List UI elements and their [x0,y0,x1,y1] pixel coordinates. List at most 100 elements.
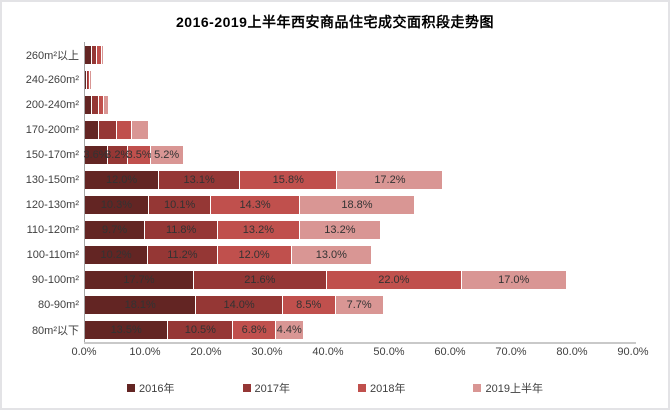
bar-track: 10.2% 11.2% 12.0% 13.0% [84,242,668,267]
bar-value-label: 5.2% [154,148,180,161]
legend: 2016年 2017年 2018年 2019上半年 [2,380,668,396]
bar-segment [85,70,86,89]
bar-segment [90,70,92,89]
chart-row: 260m²以上 [2,42,668,67]
chart-row: 150-170m² 3.6% 3.2% 3.5% 5.2% [2,142,668,167]
bar-value-label: 13.1% [183,173,215,186]
bar-track: 18.1% 14.0% 8.5% 7.7% [84,292,668,317]
bar-segment [96,45,102,64]
bar-value-label: 17.0% [498,273,530,286]
bar-value-label: 13.5% [110,323,142,336]
bar-value-label: 12.0% [238,248,270,261]
category-label: 200-240m² [25,98,79,111]
bar-track: 3.6% 3.2% 3.5% 5.2% [83,142,668,167]
bar-value-label: 11.8% [165,223,197,236]
bar-segment: 13.2% [218,220,299,239]
bar-value-label: 3.2% [105,148,131,161]
bar-segment: 15.8% [240,170,337,189]
bar-value-label: 17.2% [374,173,406,186]
x-axis-line [84,342,636,344]
bar-segment: 10.3% [85,195,148,214]
chart-row: 240-260m² [2,67,668,92]
bar-value-label: 12.0% [105,173,138,186]
category-label: 80-90m² [38,298,79,311]
bar-segment: 12.0% [85,170,159,189]
bar-segment: 21.6% [193,270,326,289]
bar-segment [85,120,99,139]
bar-segment: 13.0% [291,245,372,264]
bar-segment: 17.7% [85,270,193,289]
bar-value-label: 11.2% [167,248,198,261]
bar-value-label: 18.8% [341,198,373,211]
category-label: 80m²以下 [31,324,79,337]
bar-value-label: 8.5% [296,298,322,311]
bar-track [84,67,668,92]
legend-swatch [473,384,482,392]
bar-value-label: 9.7% [102,223,128,236]
bar-value-label: 7.7% [346,298,372,311]
bar-value-label: 3.6% [83,148,109,161]
bar-segment [131,120,148,139]
category-label: 100-110m² [26,248,79,261]
bar-segment [99,120,117,139]
x-tick-label: 0.0% [71,346,97,358]
x-tick-label: 70.0% [495,346,527,358]
bar-segment: 17.0% [461,270,566,289]
bar-segment: 13.5% [85,320,168,339]
bar-value-label: 15.8% [272,173,304,186]
bar-segment: 10.1% [148,195,211,214]
category-label: 110-120m² [26,223,79,236]
bar-segment: 4.4% [275,320,303,339]
bar-segment: 7.7% [335,295,383,314]
bar-track: 13.5% 10.5% 6.8% 4.4% [84,317,668,342]
bar-segment: 11.8% [145,220,218,239]
x-tick-label: 60.0% [434,346,466,358]
legend-label: 2019上半年 [485,383,543,395]
bar-value-label: 14.0% [223,298,255,311]
category-label: 90-100m² [31,273,79,286]
bar-track: 17.7% 21.6% 22.0% 17.0% [84,267,668,292]
bar-value-label: 22.0% [378,273,410,286]
bar-segment: 6.8% [233,320,275,339]
chart-title: 2016-2019上半年西安商品住宅成交面积段走势图 [176,14,494,30]
legend-label: 2016年 [139,383,175,395]
bar-value-label: 10.3% [100,198,133,211]
bar-value-label: 17.7% [123,273,155,286]
bar-segment [88,70,90,89]
bar-segment: 9.7% [85,220,145,239]
bar-segment: 11.2% [148,245,217,264]
chart-row: 170-200m² [2,117,668,142]
x-tick-label: 50.0% [373,346,405,358]
chart-row: 80-90m² 18.1% 14.0% 8.5% 7.7% [2,292,668,317]
x-tick-label: 30.0% [251,346,283,358]
bar-value-label: 4.4% [276,323,302,336]
category-label: 240-260m² [25,73,79,86]
x-tick-label: 40.0% [312,346,344,358]
bar-segment: 13.2% [299,220,381,239]
bar-segment: 3.2% [105,145,131,164]
bar-value-label: 13.2% [324,223,356,236]
bar-segment: 5.2% [150,145,183,164]
bar-value-label: 18.1% [124,298,156,311]
legend-item: 2017年 [242,380,290,396]
bar-segment: 17.2% [337,170,443,189]
bar-segment: 14.3% [211,195,299,214]
bar-segment: 12.0% [217,245,291,264]
chart-row: 200-240m² [2,92,668,117]
bar-segment: 22.0% [326,270,461,289]
bar-segment: 8.5% [282,295,335,314]
bar-value-label: 10.5% [184,323,216,336]
bar-value-label: 10.1% [164,198,196,211]
category-label: 150-170m² [25,148,79,161]
bar-segment [117,120,131,139]
legend-item: 2018年 [358,380,405,396]
category-label: 260m²以上 [25,49,79,62]
category-label: 120-130m² [25,198,79,211]
x-tick-label: 90.0% [617,346,649,358]
bar-value-label: 14.3% [239,198,271,211]
bar-segment [99,95,104,114]
bar-segment: 10.2% [85,245,148,264]
category-label: 130-150m² [25,173,79,186]
legend-swatch [242,384,251,392]
bar-track: 10.3% 10.1% 14.3% 18.8% [84,192,668,217]
